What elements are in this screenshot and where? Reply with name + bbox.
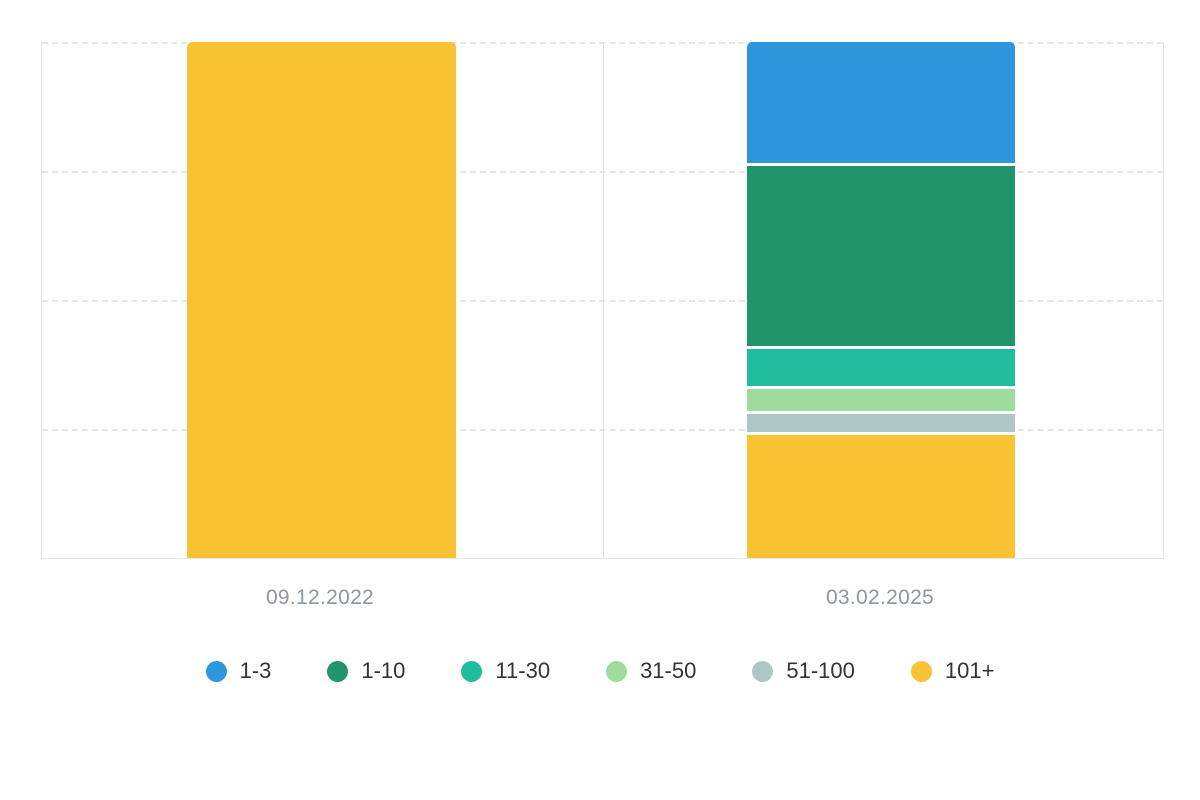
legend-dot-icon bbox=[205, 660, 227, 682]
bar-2025 bbox=[747, 42, 1015, 558]
chart-legend: 1-3 1-10 11-30 31-50 51-100 101+ bbox=[0, 658, 1200, 684]
x-axis: 09.12.2022 03.02.2025 bbox=[0, 586, 1200, 616]
legend-item-label: 101+ bbox=[944, 658, 995, 683]
legend-dot-icon bbox=[461, 660, 483, 682]
legend-item-11-30[interactable]: 11-30 bbox=[461, 658, 550, 684]
legend-dot-icon bbox=[327, 660, 349, 682]
bar-segment-1-10[interactable] bbox=[747, 162, 1015, 347]
gridline bbox=[42, 42, 1163, 44]
legend-dot-icon bbox=[910, 660, 932, 682]
gridline bbox=[42, 171, 1163, 173]
bar-segment-101+[interactable] bbox=[187, 42, 456, 558]
bar-2022 bbox=[187, 42, 456, 558]
gridline bbox=[42, 300, 1163, 302]
legend-dot-icon bbox=[606, 660, 628, 682]
panel-divider bbox=[603, 42, 604, 558]
legend-item-label: 1-10 bbox=[361, 658, 406, 683]
legend-item-label: 31-50 bbox=[640, 658, 697, 683]
legend-item-31-50[interactable]: 31-50 bbox=[606, 658, 696, 684]
legend-item-1-10[interactable]: 1-10 bbox=[327, 658, 405, 684]
bar-segment-101+[interactable] bbox=[747, 432, 1015, 558]
x-axis-label-2025: 03.02.2025 bbox=[825, 586, 935, 609]
plot-area bbox=[41, 42, 1164, 559]
gridline bbox=[42, 429, 1163, 431]
legend-item-101+[interactable]: 101+ bbox=[910, 658, 995, 684]
legend-item-label: 51-100 bbox=[786, 658, 855, 683]
bar-segment-11-30[interactable] bbox=[747, 346, 1015, 387]
legend-item-label: 11-30 bbox=[495, 658, 551, 683]
legend-item-51-100[interactable]: 51-100 bbox=[752, 658, 855, 684]
bar-segment-51-100[interactable] bbox=[747, 411, 1015, 433]
legend-dot-icon bbox=[752, 660, 774, 682]
bar-segment-1-3[interactable] bbox=[747, 42, 1015, 163]
x-axis-label-2022: 09.12.2022 bbox=[265, 586, 375, 609]
bar-segment-31-50[interactable] bbox=[747, 386, 1015, 412]
legend-item-label: 1-3 bbox=[239, 658, 272, 683]
legend-item-1-3[interactable]: 1-3 bbox=[205, 658, 272, 684]
